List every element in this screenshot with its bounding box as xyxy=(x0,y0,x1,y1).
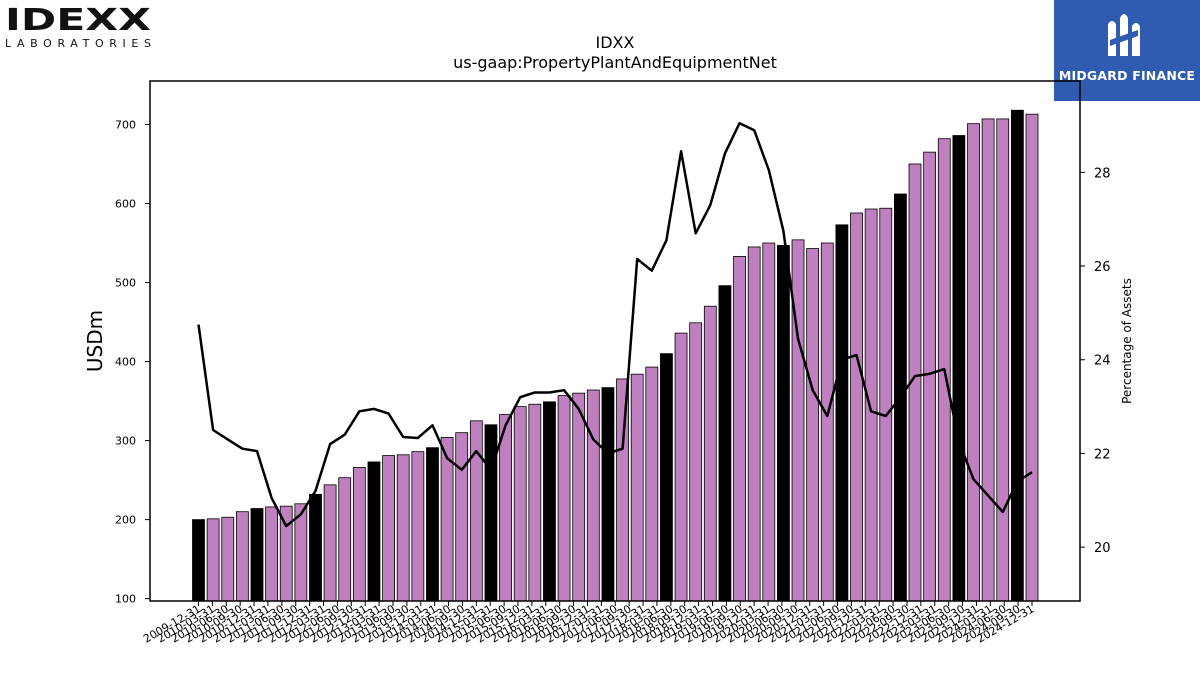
bar xyxy=(967,123,980,602)
midgard-finance-logo: MIDGARD FINANCE xyxy=(1054,0,1200,101)
bar xyxy=(323,484,337,602)
bar xyxy=(338,477,352,602)
bar xyxy=(499,414,512,602)
y-tick-label: 400 xyxy=(115,356,136,369)
bar xyxy=(206,518,220,602)
y2-axis-label: Percentage of Assets xyxy=(1120,278,1134,404)
bar xyxy=(747,246,761,602)
y-tick-label: 500 xyxy=(115,277,136,290)
y-tick-label: 600 xyxy=(115,197,136,210)
bar xyxy=(221,516,235,602)
x-axis: 2009-12-312010-03-312010-06-302010-09-30… xyxy=(141,601,1037,646)
bar xyxy=(1025,113,1039,602)
bar xyxy=(952,135,966,602)
bar xyxy=(864,208,878,602)
bar xyxy=(469,420,483,602)
line-group xyxy=(197,121,1033,528)
bar xyxy=(250,508,264,602)
bar xyxy=(265,506,279,602)
bar xyxy=(630,373,644,602)
bar xyxy=(382,455,395,602)
bar xyxy=(543,401,556,602)
midgard-logo-text: MIDGARD FINANCE xyxy=(1058,68,1196,83)
midgard-logo-icon xyxy=(1108,14,1140,56)
bar xyxy=(309,493,322,602)
bar xyxy=(703,305,717,602)
y-tick-label: 100 xyxy=(115,593,136,606)
y2-axis: 20 22 24 26 28 xyxy=(1080,166,1111,556)
bar xyxy=(996,118,1010,602)
y-axis-label: USDm xyxy=(83,310,107,372)
y2-tick-label: 28 xyxy=(1094,166,1111,181)
bar xyxy=(601,387,615,602)
y2-tick-label: 20 xyxy=(1094,541,1111,556)
bar xyxy=(850,212,863,602)
bar xyxy=(923,151,937,602)
bar xyxy=(484,424,498,602)
bar xyxy=(645,366,659,602)
y-tick-label: 200 xyxy=(115,514,136,527)
bar xyxy=(1010,109,1024,602)
bar xyxy=(235,511,249,602)
y-tick-label: 300 xyxy=(115,435,136,448)
y2-tick-label: 26 xyxy=(1094,260,1111,275)
bar xyxy=(806,248,820,602)
bar xyxy=(689,322,703,602)
bar xyxy=(411,451,425,602)
idexx-logo-word: IDEXX xyxy=(5,4,151,38)
bar xyxy=(791,239,805,602)
chart-subtitle: us-gaap:PropertyPlantAndEquipmentNet xyxy=(453,53,777,72)
bar xyxy=(777,244,790,602)
bar xyxy=(835,224,849,602)
bar xyxy=(718,285,732,602)
idexx-logo: IDEXX LABORATORIES xyxy=(4,3,154,52)
bar xyxy=(455,432,469,602)
bar xyxy=(879,207,893,602)
bar xyxy=(572,392,586,602)
chart-title: IDXX xyxy=(596,33,635,52)
y2-tick-label: 22 xyxy=(1094,447,1111,462)
bar xyxy=(981,118,995,602)
bar xyxy=(557,395,571,602)
bars-group xyxy=(192,109,1039,602)
bar xyxy=(513,406,527,602)
bar xyxy=(396,454,410,602)
bar xyxy=(660,353,673,602)
y-axis: 100 200 300 400 500 600 700 xyxy=(115,118,150,606)
bar xyxy=(820,242,834,602)
y2-tick-label: 24 xyxy=(1094,354,1111,369)
bar xyxy=(616,378,629,602)
bar xyxy=(586,389,600,602)
bar xyxy=(352,467,366,602)
idexx-logo-mark: IDEXX LABORATORIES xyxy=(5,3,151,50)
bar xyxy=(426,447,439,602)
y-tick-label: 700 xyxy=(115,118,136,131)
series-line-percentage-of-assets xyxy=(197,121,1033,528)
bar xyxy=(674,332,688,602)
bar xyxy=(367,461,381,602)
bar xyxy=(192,519,205,602)
bar xyxy=(762,242,776,602)
bar xyxy=(733,256,746,602)
bar xyxy=(528,403,542,602)
